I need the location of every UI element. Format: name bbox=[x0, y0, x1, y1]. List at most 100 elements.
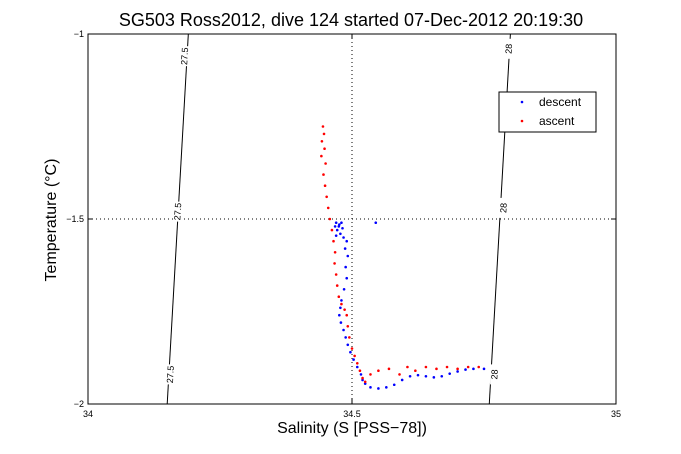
x-axis-label: Salinity (S [PSS−78]) bbox=[277, 420, 427, 437]
descent-point bbox=[456, 370, 459, 373]
x-tick-label: 35 bbox=[611, 409, 621, 419]
ascent-point bbox=[333, 251, 337, 254]
descent-point bbox=[338, 223, 341, 226]
descent-point bbox=[464, 368, 467, 371]
y-tick-label: −1.5 bbox=[66, 214, 84, 224]
descent-point bbox=[472, 367, 475, 371]
y-tick-label: −2 bbox=[74, 399, 84, 409]
ascent-point bbox=[333, 262, 336, 265]
descent-point bbox=[352, 358, 355, 361]
contour-label-bg bbox=[490, 364, 500, 385]
x-tick-label: 34.5 bbox=[343, 409, 361, 419]
ascent-point bbox=[406, 365, 409, 369]
contour-label-bg bbox=[180, 46, 190, 67]
ascent-point bbox=[320, 154, 323, 158]
ascent-point bbox=[322, 132, 326, 136]
data-series bbox=[320, 125, 486, 390]
descent-point bbox=[424, 374, 428, 378]
descent-point bbox=[377, 387, 380, 390]
ascent-point bbox=[321, 125, 325, 128]
ascent-point bbox=[414, 369, 417, 373]
descent-point bbox=[339, 232, 342, 236]
ascent-point bbox=[343, 308, 346, 311]
descent-point bbox=[344, 265, 347, 269]
contour-label-bg bbox=[504, 38, 514, 59]
contour-label-bg bbox=[173, 201, 183, 222]
legend-box bbox=[498, 91, 597, 133]
descent-point bbox=[385, 386, 388, 389]
descent-point bbox=[345, 239, 349, 243]
legend: descent ascent bbox=[498, 91, 597, 133]
descent-point bbox=[339, 321, 343, 324]
ascent-point bbox=[323, 147, 326, 150]
ascent-point bbox=[328, 217, 332, 221]
descent-point bbox=[340, 221, 343, 224]
ascent-point bbox=[337, 295, 341, 299]
ascent-point bbox=[363, 380, 367, 384]
ascent-point bbox=[398, 373, 401, 376]
ascent-point bbox=[355, 362, 359, 365]
descent-point bbox=[359, 373, 363, 376]
legend-label-descent: descent bbox=[539, 95, 582, 109]
contour-label-27.5: 27.5 bbox=[172, 203, 183, 221]
descent-point bbox=[392, 383, 396, 387]
descent-point bbox=[335, 228, 339, 232]
descent-point bbox=[334, 234, 338, 237]
x-tick-label: 34 bbox=[83, 409, 93, 419]
series-descent bbox=[333, 221, 486, 390]
descent-point bbox=[363, 382, 367, 385]
descent-point bbox=[346, 254, 350, 258]
ascent-point bbox=[322, 173, 325, 176]
descent-point bbox=[440, 374, 444, 378]
descent-point bbox=[341, 226, 344, 230]
ascent-point bbox=[424, 365, 428, 369]
descent-point bbox=[408, 374, 412, 378]
ascent-point bbox=[340, 302, 343, 306]
descent-point bbox=[344, 336, 347, 339]
axis-ticks: 34 34.5 35 −2 −1.5 −1 bbox=[66, 29, 621, 419]
contour-label-27.5: 27.5 bbox=[179, 47, 190, 65]
ascent-point bbox=[330, 228, 334, 232]
descent-point bbox=[345, 276, 349, 280]
descent-point bbox=[448, 372, 451, 375]
ascent-point bbox=[435, 367, 438, 371]
ascent-point bbox=[466, 365, 470, 369]
ascent-point bbox=[334, 273, 338, 276]
ascent-point bbox=[358, 369, 362, 373]
descent-point bbox=[349, 350, 352, 354]
descent-point bbox=[338, 313, 341, 317]
contour-label-28: 28 bbox=[498, 203, 509, 214]
descent-point bbox=[342, 288, 346, 291]
ascent-point bbox=[345, 313, 349, 317]
descent-point bbox=[369, 386, 372, 389]
ascent-point bbox=[348, 336, 351, 339]
ascent-point bbox=[445, 365, 449, 369]
descent-point bbox=[432, 376, 436, 379]
y-tick-label: −1 bbox=[74, 29, 84, 39]
descent-point bbox=[416, 373, 420, 377]
descent-point bbox=[334, 221, 338, 224]
ascent-point bbox=[353, 354, 356, 358]
y-axis-label: Temperature (°C) bbox=[43, 159, 60, 282]
contour-label-28: 28 bbox=[489, 369, 500, 380]
ascent-point bbox=[326, 206, 330, 210]
descent-point bbox=[400, 378, 404, 382]
ascent-point bbox=[332, 239, 335, 243]
descent-point bbox=[482, 367, 486, 371]
ascent-point bbox=[477, 365, 481, 369]
legend-marker-ascent bbox=[520, 119, 524, 123]
ascent-point bbox=[387, 367, 391, 371]
descent-point bbox=[339, 306, 342, 310]
ascent-point bbox=[325, 195, 328, 199]
ascent-point bbox=[369, 373, 372, 376]
legend-marker-descent bbox=[520, 100, 524, 104]
ascent-point bbox=[323, 184, 327, 187]
descent-point bbox=[355, 365, 359, 369]
ascent-point bbox=[320, 140, 324, 143]
chart-title: SG503 Ross2012, dive 124 started 07-Dec-… bbox=[119, 10, 583, 30]
contour-label-27.5: 27.5 bbox=[165, 365, 176, 383]
ascent-point bbox=[324, 162, 327, 165]
descent-point bbox=[346, 343, 350, 347]
contour-label-28: 28 bbox=[504, 44, 515, 55]
